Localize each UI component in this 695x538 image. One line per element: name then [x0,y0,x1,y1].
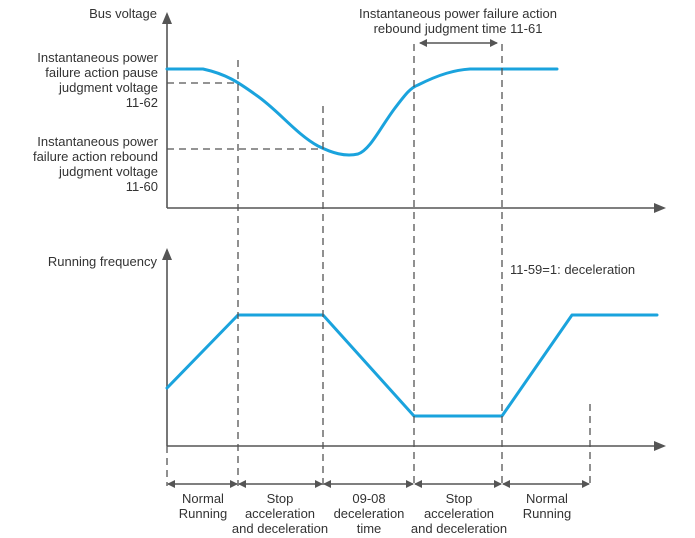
rebound-voltage-label-line4: 11-60 [126,179,158,194]
phase-4-label-line2: acceleration [424,506,494,521]
running-frequency-curve [165,313,659,418]
phase-2-label-line2: acceleration [245,506,315,521]
bus-voltage-axis-label: Bus voltage [89,6,157,21]
phase-4-label-line3: and deceleration [411,521,507,536]
phase-2-label-line1: Stop [267,491,294,506]
pause-voltage-label-line3: judgment voltage [58,80,158,95]
phase-1-label-line1: Normal [182,491,224,506]
pause-voltage-label-line1: Instantaneous power [37,50,158,65]
rebound-voltage-label-line3: judgment voltage [58,164,158,179]
phase-3-label-line1: 09-08 [352,491,385,506]
rebound-voltage-label-line1: Instantaneous power [37,134,158,149]
bus-voltage-curve [165,67,559,157]
rebound-time-title-line1: Instantaneous power failure action [359,6,557,21]
phase-5-label-line2: Running [523,506,571,521]
phase-3-label-line3: time [357,521,382,536]
mode-note: 11-59=1: deceleration [510,262,635,277]
rebound-voltage-label-line2: failure action rebound [33,149,158,164]
phase-3-label-line2: deceleration [334,506,405,521]
phase-4-label-line1: Stop [446,491,473,506]
rebound-time-title-line2: rebound judgment time 11-61 [374,21,543,36]
phase-1-label-line2: Running [179,506,227,521]
phase-5-label-line1: Normal [526,491,568,506]
phase-2-label-line3: and deceleration [232,521,328,536]
frequency-axis-label: Running frequency [48,254,158,269]
pause-voltage-label-line4: 11-62 [126,95,158,110]
pause-voltage-label-line2: failure action pause [45,65,158,80]
